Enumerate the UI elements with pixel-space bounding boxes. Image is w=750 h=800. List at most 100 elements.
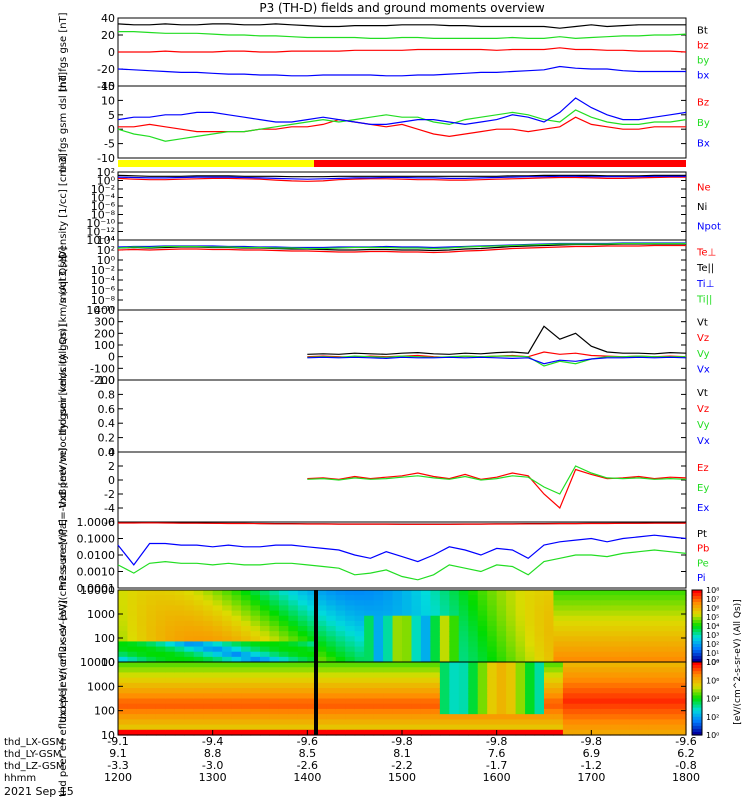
spectrogram-cell (562, 708, 573, 715)
spectrogram-cell (155, 698, 166, 705)
spectrogram-cell (676, 677, 687, 684)
spectrogram-cell (288, 656, 299, 663)
y-tick-label: -200 (90, 374, 115, 387)
spectrogram-cell (241, 677, 252, 684)
spectrogram-cell (297, 651, 308, 658)
spectrogram-cell (250, 636, 261, 643)
spectrogram-cell (439, 590, 450, 596)
spectrogram-cell (439, 662, 450, 668)
spectrogram-cell (591, 641, 602, 648)
spectrogram-cell (581, 600, 592, 607)
spectrogram-cell (506, 631, 517, 637)
spectrogram-cell (136, 620, 147, 627)
y-tick-label: 100 (94, 632, 115, 645)
spectrogram-cell (544, 615, 555, 622)
spectrogram-cell (364, 626, 375, 632)
spectrogram-cell (496, 626, 507, 632)
colorbar-cell (692, 596, 702, 600)
spectrogram-cell (487, 698, 498, 705)
spectrogram-cell (619, 626, 630, 632)
spectrogram-cell (354, 693, 365, 700)
spectrogram-cell (506, 729, 517, 736)
spectrogram-cell (619, 610, 630, 617)
spectrogram-cell (667, 600, 678, 607)
spectrogram-cell (411, 682, 422, 689)
spectrogram-cell (136, 708, 147, 715)
spectrogram-cell (553, 672, 564, 679)
spectrogram-cell (193, 610, 204, 617)
spectrogram-cell (297, 719, 308, 726)
spectrogram-cell (468, 724, 479, 731)
spectrogram-cell (648, 605, 659, 612)
spectrogram-cell (136, 688, 147, 694)
y-axis-label: thd peer en eflux eV [eV/(cm2-s-sr-eV)] (58, 600, 69, 797)
spectrogram-cell (392, 714, 403, 720)
spectrogram-cell (458, 688, 469, 694)
y-tick-label: -5 (104, 138, 115, 151)
spectrogram-cell (506, 605, 517, 612)
spectrogram-cell (250, 615, 261, 622)
y-tick-label: 10 (101, 656, 115, 669)
spectrogram-cell (127, 620, 138, 627)
spectrogram-cell (392, 641, 403, 648)
spectrogram-cell (667, 646, 678, 653)
spectrogram-cell (667, 672, 678, 679)
orbit-strip-red (314, 160, 686, 167)
spectrogram-cell (165, 693, 176, 700)
spectrogram-cell (392, 729, 403, 736)
spectrogram-cell (638, 600, 649, 607)
spectrogram-cell (212, 703, 223, 710)
spectrogram-cell (562, 703, 573, 710)
spectrogram-cell (619, 615, 630, 622)
y-tick-label: -100 (90, 362, 115, 375)
spectrogram-cell (297, 600, 308, 607)
spectrogram-cell (146, 688, 157, 694)
spectrogram-cell (487, 708, 498, 715)
spectrogram-cell (420, 636, 431, 643)
colorbar-tick-label: 10¹ (706, 649, 719, 658)
spectrogram-cell (118, 626, 129, 632)
spectrogram-cell (155, 729, 166, 736)
spectrogram-cell (354, 646, 365, 653)
spectrogram-cell (354, 672, 365, 679)
spectrogram-cell (250, 626, 261, 632)
spectrogram-cell (297, 667, 308, 674)
spectrogram-cell (307, 595, 318, 601)
spectrogram-cell (591, 708, 602, 715)
panel-frame (117, 379, 687, 453)
spectrogram-cell (392, 605, 403, 612)
spectrogram-cell (288, 719, 299, 726)
spectrogram-cell (402, 610, 413, 617)
spectrogram-cell (354, 615, 365, 622)
spectrogram-cell (146, 667, 157, 674)
spectrogram-cell (515, 714, 526, 720)
spectrogram-cell (203, 651, 214, 658)
spectrogram-cell (515, 595, 526, 601)
spectrogram-cell (619, 719, 630, 726)
colorbar-cell (692, 644, 702, 648)
spectrogram-cell (657, 656, 668, 663)
spectrogram-cell (212, 688, 223, 694)
spectrogram-cell (468, 610, 479, 617)
legend-entry: Vz (697, 404, 709, 415)
spectrogram-cell (174, 693, 185, 700)
spectrogram-cell (241, 724, 252, 731)
spectrogram-cell (600, 677, 611, 684)
spectrogram-cell (373, 688, 384, 694)
spectrogram-cell (136, 595, 147, 601)
spectrogram-cell (439, 724, 450, 731)
spectrogram-cell (307, 656, 318, 663)
spectrogram-cell (468, 693, 479, 700)
time-axis-value: 9.1 (109, 747, 127, 760)
spectrogram-cell (600, 729, 611, 736)
spectrogram-cell (383, 595, 394, 601)
spectrogram-cell (326, 714, 337, 720)
spectrogram-cell (667, 688, 678, 694)
spectrogram-cell (487, 631, 498, 637)
spectrogram-cell (449, 605, 460, 612)
spectrogram-cell (411, 651, 422, 658)
y-axis-label: thd fgs gsm dsl [nT] (58, 72, 69, 172)
spectrogram-cell (477, 626, 488, 632)
spectrogram-cell (373, 719, 384, 726)
